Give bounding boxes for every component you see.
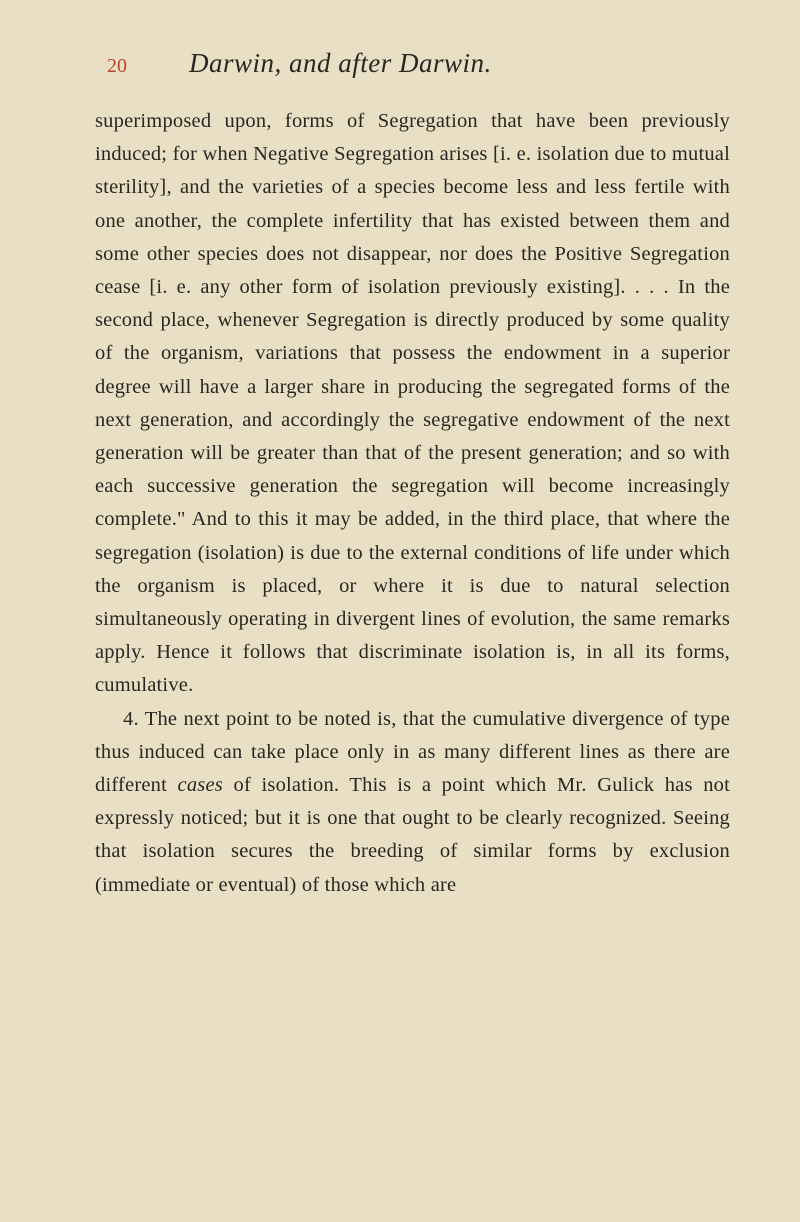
body-text: superimposed upon, forms of Segregation … xyxy=(95,105,730,902)
paragraph-1: superimposed upon, forms of Segregation … xyxy=(95,105,730,703)
paragraph-2: 4. The next point to be noted is, that t… xyxy=(95,703,730,902)
page-number: 20 xyxy=(107,55,127,78)
running-title: Darwin, and after Darwin. xyxy=(189,48,492,79)
page-header: 20 Darwin, and after Darwin. xyxy=(95,48,730,79)
paragraph-2-italic: cases xyxy=(178,774,223,796)
